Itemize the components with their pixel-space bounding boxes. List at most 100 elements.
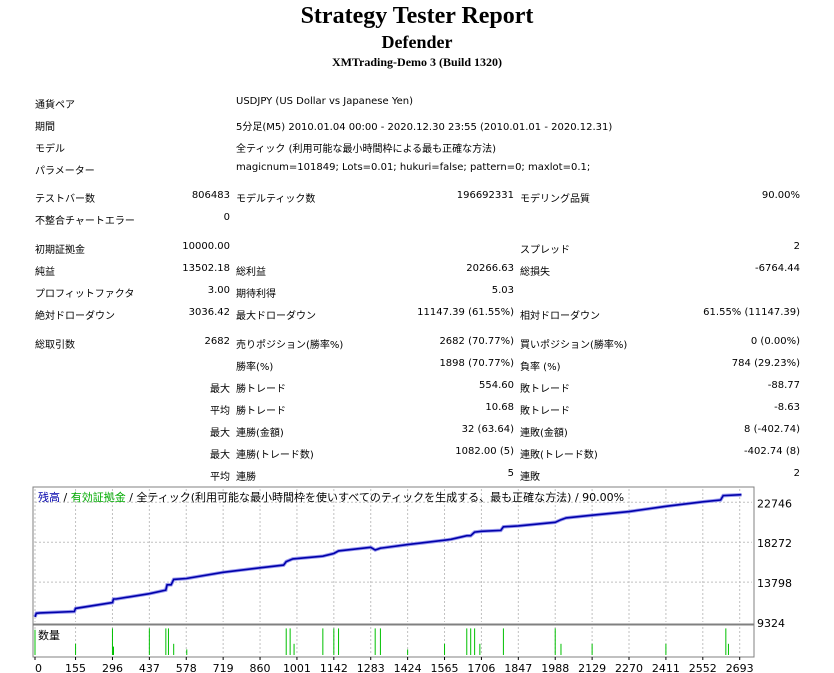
y-tick-label: 13798 xyxy=(757,577,792,590)
stat-label: 勝トレード xyxy=(236,384,286,395)
stat-label: モデリング品質 xyxy=(520,194,590,205)
stat-value: 13502.18 xyxy=(182,263,230,274)
stat-row: テストバー数 806483 モデルティック数 196692331 モデリング品質 90.0… xyxy=(0,190,834,206)
server-name: XMTrading-Demo 3 (Build 1320) xyxy=(331,55,503,69)
stat-value: 平均 xyxy=(210,472,230,483)
x-tick-label: 1988 xyxy=(541,662,569,673)
legend-model: / 全ティック(利用可能な最小時間枠を使いすべてのティックを生成する、最も正確な… xyxy=(126,490,624,504)
info-value: magicnum=101849; Lots=0.01; hukuri=false… xyxy=(236,162,591,173)
stat-label: プロフィットファクタ xyxy=(35,289,135,300)
stat-label: 連敗(トレード数) xyxy=(520,450,598,461)
info-row: 期間 5分足(M5) 2010.01.04 00:00 - 2020.12.30 … xyxy=(0,118,834,134)
stat-label: 連勝 xyxy=(236,472,256,483)
stat-label: 買いポジション(勝率%) xyxy=(520,340,628,351)
balance-chart: 0 155 296 437 578 719 860 1001 1142 1283 1424 1565 1… xyxy=(32,486,792,673)
x-tick-label: 1847 xyxy=(504,662,532,673)
stat-value: 0 (0.00%) xyxy=(750,336,800,347)
stat-value: 5.03 xyxy=(491,285,514,296)
stat-label: 勝率(%) xyxy=(236,362,274,373)
stat-label: 連勝(金額) xyxy=(236,428,284,439)
info-label: 期間 xyxy=(35,122,55,133)
stat-value: 11147.39 (61.55%) xyxy=(417,307,514,318)
stat-label: 負率 (%) xyxy=(520,362,561,373)
stat-label: 総利益 xyxy=(236,267,266,278)
stat-label: 総取引数 xyxy=(35,340,75,351)
stat-value: 784 (29.23%) xyxy=(731,358,800,369)
chart-legend: 残高 / 有効証拠金 / 全ティック(利用可能な最小時間枠を使いすべてのティック… xyxy=(38,490,624,504)
stat-label: 連勝(トレード数) xyxy=(236,450,314,461)
info-label: モデル xyxy=(35,144,65,155)
x-tick-label: 1283 xyxy=(357,662,385,673)
stat-value: 0 xyxy=(223,212,230,223)
stat-value: 3036.42 xyxy=(188,307,230,318)
stat-value: 32 (63.64) xyxy=(461,424,514,435)
legend-sep: / xyxy=(60,491,71,504)
stat-row: プロフィットファクタ 3.00 期待利得 5.03 xyxy=(0,285,834,301)
stat-value: 8 (-402.74) xyxy=(744,424,800,435)
stat-value: 196692331 xyxy=(456,190,514,201)
x-tick-label: 1706 xyxy=(467,662,495,673)
legend-equity: 有効証拠金 xyxy=(71,490,126,504)
x-tick-label: 2411 xyxy=(652,662,680,673)
info-value: 5分足(M5) 2010.01.04 00:00 - 2020.12.30 23… xyxy=(236,122,613,133)
stat-value: -402.74 (8) xyxy=(744,446,800,457)
stat-label: モデルティック数 xyxy=(236,194,316,205)
x-tick-label: 578 xyxy=(176,662,197,673)
stat-value: 1898 (70.77%) xyxy=(439,358,514,369)
stat-row: 勝率(%) 1898 (70.77%) 負率 (%) 784 (29.23%) xyxy=(0,358,834,374)
stat-value: 10000.00 xyxy=(182,241,230,252)
stat-label: 不整合チャートエラー xyxy=(35,216,135,227)
stat-row: 純益 13502.18 総利益 20266.63 総損失 -6764.44 xyxy=(0,263,834,279)
stat-value: 2 xyxy=(793,241,800,252)
x-tick-label: 0 xyxy=(35,662,42,673)
x-tick-label: 437 xyxy=(139,662,160,673)
info-row: モデル 全ティック (利用可能な最小時間枠による最も正確な方法) xyxy=(0,140,834,156)
y-tick-label: 22746 xyxy=(757,497,792,510)
x-tick-label: 860 xyxy=(250,662,271,673)
info-row: 通貨ペア USDJPY (US Dollar vs Japanese Yen) xyxy=(0,96,834,112)
stat-row: 絶対ドローダウン 3036.42 最大ドローダウン 11147.39 (61.55%)… xyxy=(0,307,834,323)
stat-row: 最大 勝トレード 554.60 敗トレード -88.77 xyxy=(0,380,834,396)
info-label: 通貨ペア xyxy=(35,100,75,111)
stat-value: 2682 xyxy=(204,336,230,347)
stat-label: 純益 xyxy=(35,267,55,278)
stat-value: 1082.00 (5) xyxy=(455,446,514,457)
info-value: 全ティック (利用可能な最小時間枠による最も正確な方法) xyxy=(236,144,497,155)
y-tick-label: 18272 xyxy=(757,537,792,550)
stat-row: 最大 連勝(トレード数) 1082.00 (5) 連敗(トレード数) -402.74 (… xyxy=(0,446,834,462)
x-tick-label: 1565 xyxy=(431,662,459,673)
stat-label: 売りポジション(勝率%) xyxy=(236,340,344,351)
stat-row: 最大 連勝(金額) 32 (63.64) 連敗(金額) 8 (-402.74) xyxy=(0,424,834,440)
report-title: Strategy Tester Report xyxy=(300,3,534,29)
stat-label: 敗トレード xyxy=(520,406,570,417)
x-tick-label: 2270 xyxy=(615,662,643,673)
x-tick-label: 2693 xyxy=(726,662,754,673)
x-tick-label: 1001 xyxy=(283,662,311,673)
stat-label: テストバー数 xyxy=(35,194,95,205)
y-tick-label: 9324 xyxy=(757,617,785,630)
stat-value: 61.55% (11147.39) xyxy=(703,307,800,318)
x-tick-label: 1424 xyxy=(394,662,422,673)
stat-value: 554.60 xyxy=(479,380,514,391)
stat-label: 連敗(金額) xyxy=(520,428,568,439)
stat-value: 平均 xyxy=(210,406,230,417)
info-label: パラメーター xyxy=(35,166,95,177)
x-tick-label: 2552 xyxy=(689,662,717,673)
info-value: USDJPY (US Dollar vs Japanese Yen) xyxy=(236,96,414,107)
stat-value: 2 xyxy=(793,468,800,479)
stat-label: 総損失 xyxy=(520,267,550,278)
stat-value: -6764.44 xyxy=(755,263,800,274)
stat-value: -8.63 xyxy=(774,402,800,413)
x-tick-label: 719 xyxy=(213,662,234,673)
stat-value: 20266.63 xyxy=(466,263,514,274)
stat-row: 初期証拠金 10000.00 スプレッド 2 xyxy=(0,241,834,257)
stat-label: 連敗 xyxy=(520,472,540,483)
volume-label: 数量 xyxy=(38,629,60,642)
stat-row: 平均 勝トレード 10.68 敗トレード -8.63 xyxy=(0,402,834,418)
stat-label: 相対ドローダウン xyxy=(520,311,600,322)
stat-value: -88.77 xyxy=(767,380,800,391)
volume-frame xyxy=(32,624,755,658)
x-tick-label: 1142 xyxy=(320,662,348,673)
stat-value: 最大 xyxy=(210,428,230,439)
stat-value: 2682 (70.77%) xyxy=(439,336,514,347)
